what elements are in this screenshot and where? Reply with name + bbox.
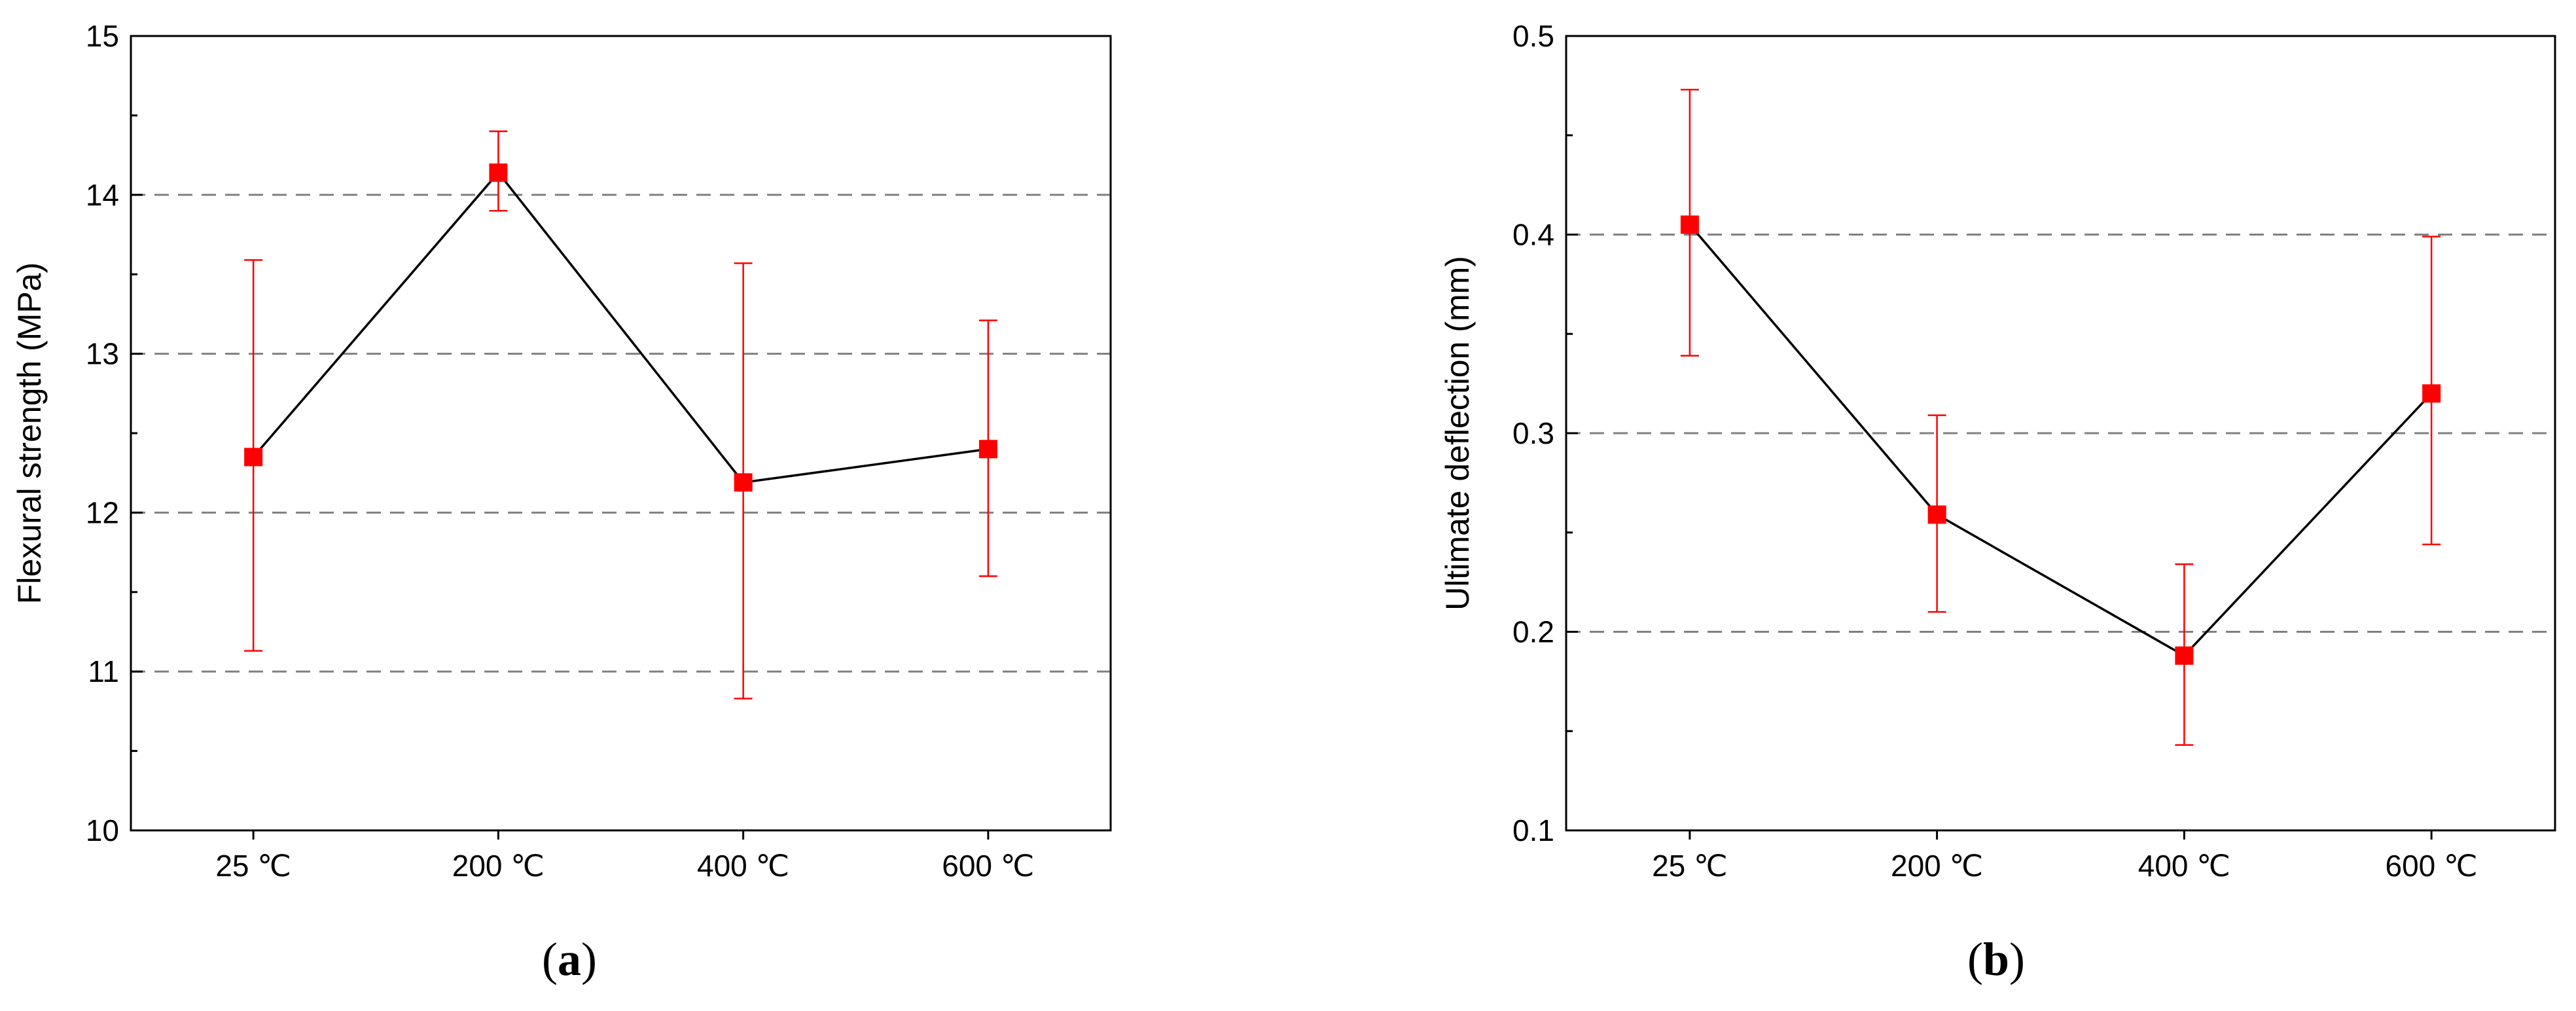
y-tick-label: 0.1 — [1512, 813, 1554, 847]
x-tick-label: 600 ℃ — [2386, 849, 2478, 883]
data-point — [1927, 505, 1946, 524]
panel-label: (b) — [1967, 933, 2025, 985]
chart-panel-b: 0.1 0.2 0.3 0.4 0.5 25 ℃ 200 ℃ 400 ℃ 600 ℃ Ultima… — [1439, 19, 2556, 985]
y-tick-label: 0.5 — [1512, 19, 1554, 53]
data-point — [2175, 646, 2194, 665]
x-tick-label: 200 ℃ — [452, 849, 545, 883]
chart-panel-a: 10 11 12 13 14 15 25 ℃ 200 ℃ 400 ℃ 600 ℃ Flexural … — [11, 19, 1112, 985]
x-tick-label: 400 ℃ — [697, 849, 789, 883]
data-point — [978, 440, 997, 459]
y-tick-label: 13 — [86, 337, 119, 371]
y-tick-label: 12 — [86, 495, 119, 529]
x-tick-label: 600 ℃ — [942, 849, 1034, 883]
data-point — [734, 473, 753, 492]
data-point — [489, 163, 508, 182]
plot-frame — [130, 35, 1112, 832]
y-tick-label: 0.3 — [1512, 416, 1554, 450]
x-tick-label: 25 ℃ — [215, 849, 291, 883]
y-tick-label: 0.2 — [1512, 615, 1554, 649]
y-tick-label: 14 — [86, 178, 119, 212]
x-tick-label: 25 ℃ — [1652, 849, 1728, 883]
x-tick-label: 200 ℃ — [1891, 849, 1983, 883]
y-tick-label: 15 — [86, 19, 119, 53]
y-tick-label: 10 — [86, 813, 119, 847]
series-line — [1689, 224, 2433, 658]
data-point — [1680, 215, 1699, 234]
panel-label: (a) — [542, 933, 597, 985]
panel-letter: b — [1983, 933, 2009, 985]
y-axis-title: Flexural strength (MPa) — [11, 262, 48, 604]
series-line — [252, 171, 989, 484]
y-tick-label: 11 — [88, 654, 119, 688]
data-point — [2422, 384, 2441, 403]
data-point — [244, 448, 263, 467]
x-tick-label: 400 ℃ — [2138, 849, 2230, 883]
y-tick-label: 0.4 — [1512, 218, 1554, 252]
y-axis-title: Ultimate deflection (mm) — [1439, 256, 1476, 611]
panel-letter: a — [558, 933, 581, 985]
